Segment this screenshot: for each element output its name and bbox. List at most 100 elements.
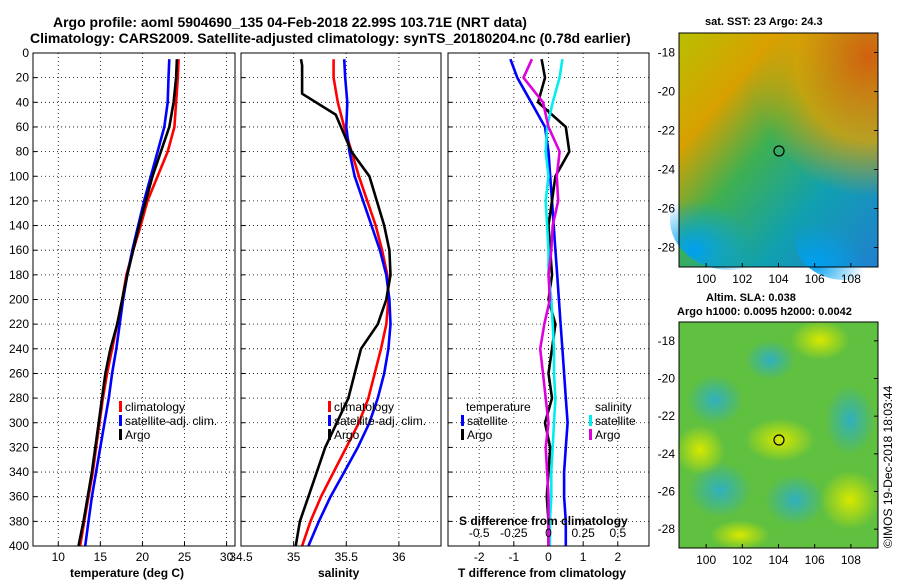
depth-tick-label: 340 — [9, 465, 29, 479]
legend-temp-argo: Argo — [467, 428, 493, 442]
map-y-tick-label: -20 — [658, 372, 676, 386]
sla-high-anomaly — [820, 470, 880, 530]
x-tick-label: 1 — [580, 550, 587, 564]
x2-tick-label: -0.5 — [469, 526, 490, 540]
map-x-tick-label: 104 — [768, 553, 788, 567]
sla-low-anomaly — [745, 340, 795, 380]
map-x-tick-label: 106 — [805, 553, 825, 567]
legend-climatology: climatology — [334, 400, 394, 414]
map-y-tick-label: -26 — [658, 202, 676, 216]
map-x-tick-label: 104 — [768, 272, 788, 286]
series-line-salinity-satellite — [544, 59, 564, 546]
sla-map-ticks: 100 102 104 106 108 -18 -20 -22 -24 -26 -28 — [658, 334, 878, 567]
sla-high-anomaly — [790, 320, 850, 360]
sla-map — [675, 320, 880, 550]
sla-high-anomaly — [745, 418, 815, 462]
sla-low-anomaly — [765, 474, 825, 526]
map-y-tick-label: -24 — [658, 447, 676, 461]
depth-tick-label: 260 — [9, 366, 29, 380]
map-y-tick-label: -22 — [658, 124, 676, 138]
x-tick-label: 0 — [545, 550, 552, 564]
x-tick-label: 20 — [136, 550, 150, 564]
x-tick-label: 34.5 — [229, 550, 253, 564]
figure-title-line2: Climatology: CARS2009. Satellite-adjuste… — [30, 30, 631, 46]
depth-tick-label: 60 — [16, 120, 30, 134]
series-line-salinity-argo — [522, 58, 561, 546]
map-y-tick-label: -18 — [658, 46, 676, 60]
difference-xlabel: T difference from climatology — [458, 566, 626, 580]
map-y-tick-label: -28 — [658, 522, 676, 536]
map-x-tick-label: 106 — [805, 272, 825, 286]
depth-tick-label: 140 — [9, 219, 29, 233]
temperature-panel: 0 20 40 60 80 100 120 140 160 180 200 220 240 260 280 3… — [9, 46, 236, 564]
sst-argo-position-marker — [773, 145, 785, 157]
x-tick-label: 35.5 — [335, 550, 359, 564]
legend-swatch-climatology — [328, 401, 331, 412]
series-line-argo — [294, 58, 392, 547]
legend-salinity-title: salinity — [595, 400, 632, 414]
sla-high-anomaly — [675, 425, 725, 475]
plot-frame — [240, 52, 442, 547]
x-tick-label: 2 — [614, 550, 621, 564]
legend-temp-satellite: satellite — [467, 414, 508, 428]
series-line-temperature-argo — [536, 58, 571, 546]
legend-temperature-title: temperature — [466, 400, 531, 414]
difference-panel: -2 -1 0 1 2 -0.5 -0.25 0 0.25 0.5 — [447, 52, 650, 564]
x-tick-label: 30 — [220, 550, 234, 564]
difference-legend: temperature satellite Argo salinity sate… — [461, 400, 636, 442]
legend-satellite: satellite-adj. clim. — [334, 414, 426, 428]
sla-low-anomaly — [825, 385, 875, 455]
depth-tick-label: 300 — [9, 416, 29, 430]
x-tick-label: 25 — [178, 550, 192, 564]
map-x-tick-label: 102 — [732, 553, 752, 567]
difference-xlabel2: S difference from climatology — [459, 514, 628, 528]
map-x-tick-label: 100 — [696, 553, 716, 567]
legend-swatch-sal-satellite — [589, 415, 592, 426]
temperature-xlabel: temperature (deg C) — [70, 566, 184, 580]
series-line-satellite-adj-clim- — [307, 59, 392, 547]
plot-frame — [447, 52, 650, 547]
depth-tick-label: 100 — [9, 169, 29, 183]
series-line-argo — [77, 59, 179, 547]
sla-map-subtitle: Argo h1000: 0.0095 h2000: 0.0042 — [677, 306, 852, 318]
salinity-panel: 34.5 35 35.5 36 — [229, 52, 442, 564]
x-tick-label: -2 — [474, 550, 485, 564]
legend-swatch-satellite — [328, 415, 331, 426]
salinity-xlabel: salinity — [318, 566, 360, 580]
legend-swatch-sal-argo — [589, 429, 592, 440]
temperature-legend: climatology satellite-adj. clim. Argo — [119, 400, 217, 442]
map-x-tick-label: 108 — [841, 272, 861, 286]
legend-argo: Argo — [125, 428, 151, 442]
map-y-tick-label: -24 — [658, 163, 676, 177]
legend-swatch-satellite — [119, 415, 122, 426]
sla-map-title: Altim. SLA: 0.038 — [706, 292, 796, 304]
x2-tick-label: 0.5 — [609, 526, 626, 540]
legend-swatch-temp-argo — [461, 429, 464, 440]
x-tick-label: 36 — [392, 550, 406, 564]
x-tick-label: 10 — [52, 550, 66, 564]
sst-map-cool-region — [795, 200, 895, 280]
x2-tick-label: 0 — [545, 526, 552, 540]
map-y-tick-label: -20 — [658, 85, 676, 99]
map-y-tick-label: -22 — [658, 409, 676, 423]
depth-tick-label: 380 — [9, 514, 29, 528]
depth-tick-label: 80 — [16, 145, 30, 159]
sst-map-title: sat. SST: 23 Argo: 24.3 — [705, 16, 823, 28]
depth-tick-label: 360 — [9, 490, 29, 504]
depth-tick-label: 120 — [9, 194, 29, 208]
map-y-tick-label: -18 — [658, 334, 676, 348]
sst-map — [670, 32, 895, 280]
depth-tick-label: 20 — [16, 71, 30, 85]
map-x-tick-label: 102 — [732, 272, 752, 286]
map-y-tick-label: -28 — [658, 241, 676, 255]
depth-tick-label: 40 — [16, 95, 30, 109]
plot-frame — [32, 52, 236, 547]
map-x-tick-label: 108 — [841, 553, 861, 567]
depth-tick-label: 220 — [9, 317, 29, 331]
legend-swatch-temp-satellite — [461, 415, 464, 426]
map-x-tick-label: 100 — [696, 272, 716, 286]
imos-watermark: ©IMOS 19-Dec-2018 18:03:44 — [881, 385, 895, 548]
series-line-temperature-satellite — [509, 58, 569, 546]
sla-low-anomaly — [688, 462, 752, 518]
